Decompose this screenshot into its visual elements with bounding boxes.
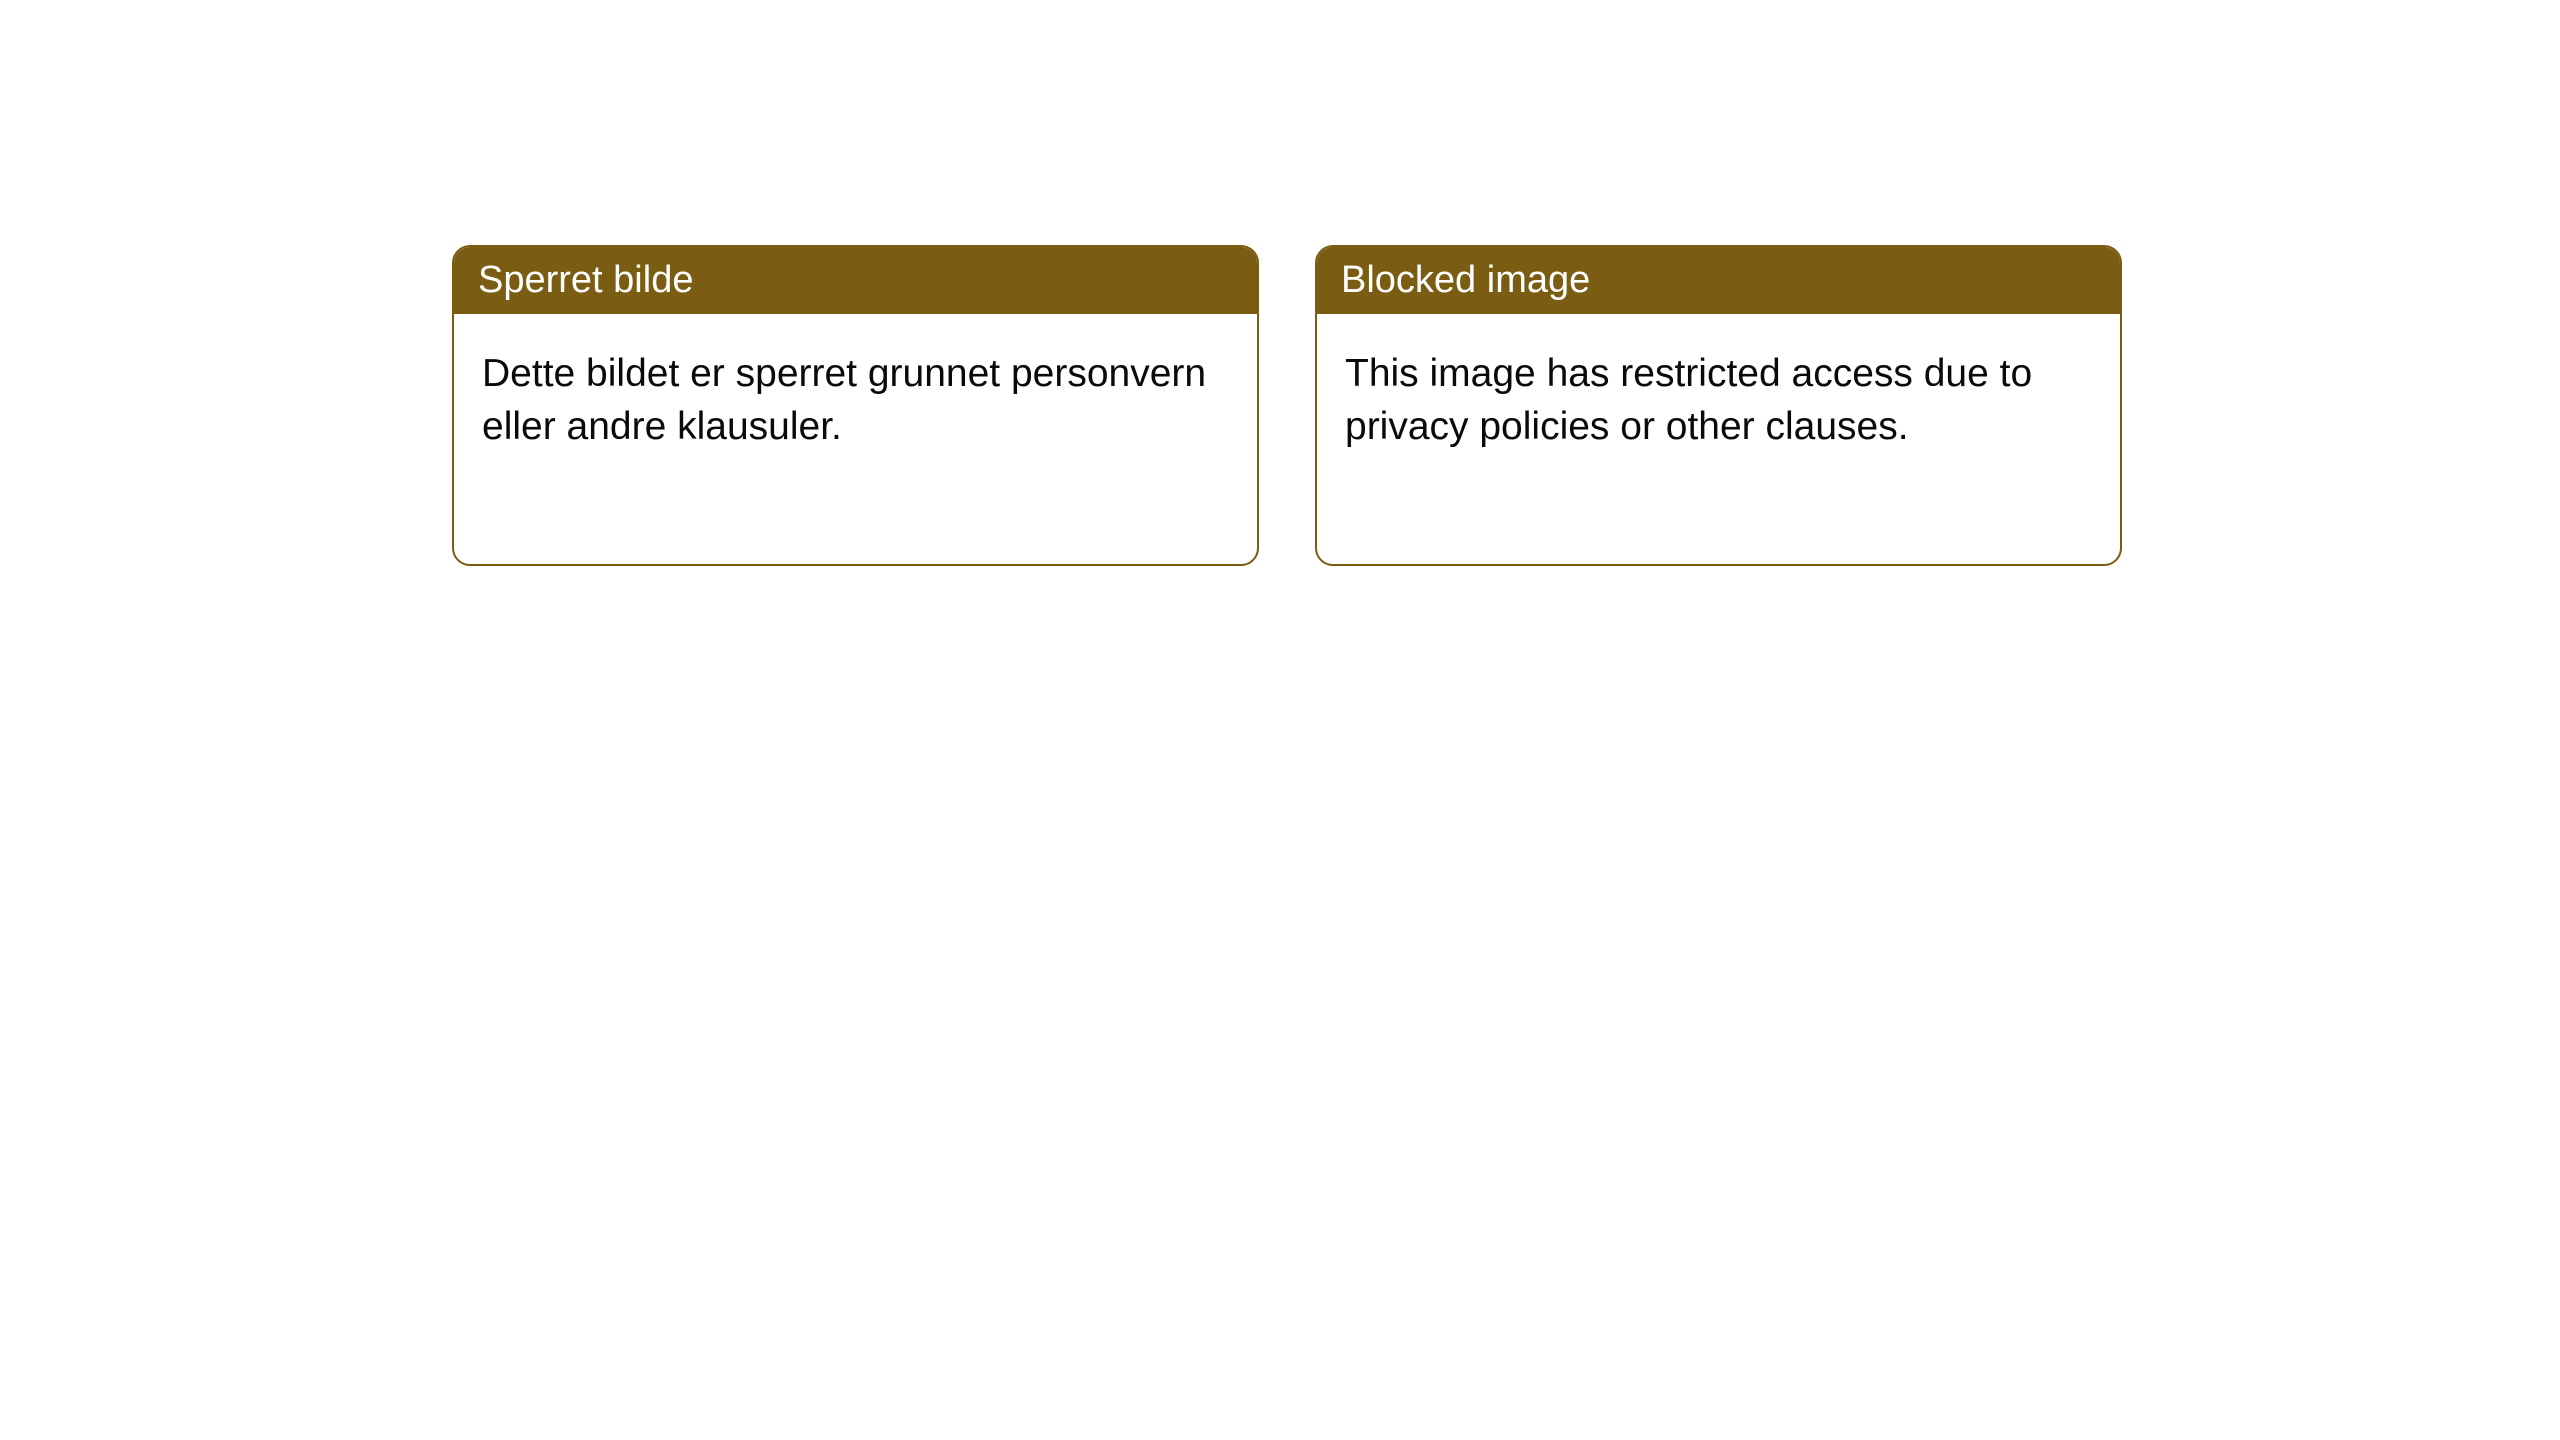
card-body-no: Dette bildet er sperret grunnet personve… bbox=[454, 314, 1257, 564]
card-header-no: Sperret bilde bbox=[454, 247, 1257, 314]
card-body-en: This image has restricted access due to … bbox=[1317, 314, 2120, 564]
blocked-image-card-en: Blocked image This image has restricted … bbox=[1315, 245, 2122, 566]
notice-container: Sperret bilde Dette bildet er sperret gr… bbox=[452, 245, 2122, 566]
card-header-en: Blocked image bbox=[1317, 247, 2120, 314]
blocked-image-card-no: Sperret bilde Dette bildet er sperret gr… bbox=[452, 245, 1259, 566]
